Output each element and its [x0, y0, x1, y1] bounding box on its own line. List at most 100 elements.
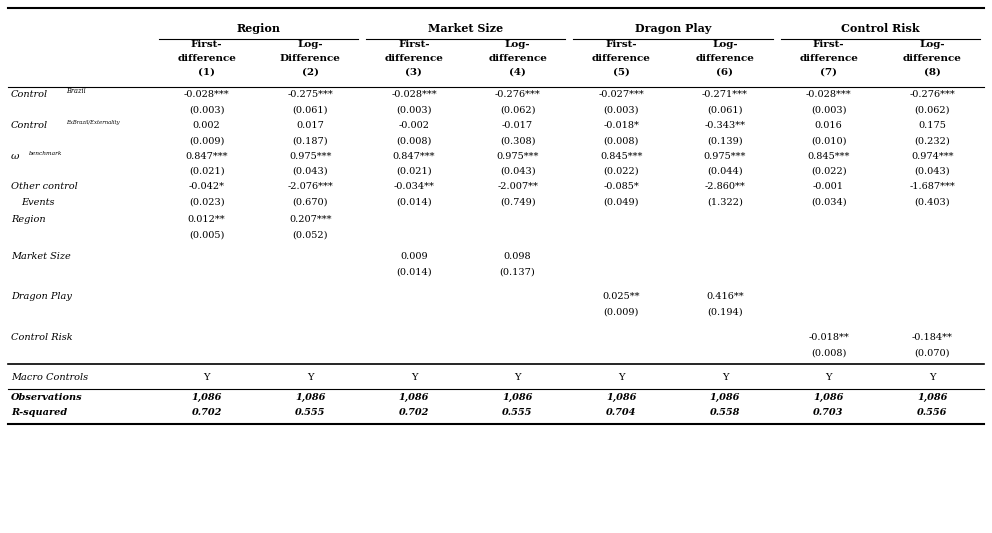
Text: 0.016: 0.016: [814, 120, 842, 130]
Text: -0.085*: -0.085*: [603, 182, 639, 191]
Text: 1,086: 1,086: [399, 393, 430, 402]
Text: Dragon Play: Dragon Play: [635, 23, 711, 34]
Text: -0.275***: -0.275***: [288, 90, 333, 99]
Text: Difference: Difference: [280, 54, 340, 62]
Text: Log-: Log-: [298, 40, 323, 49]
Text: (2): (2): [302, 68, 318, 76]
Text: (0.034): (0.034): [810, 198, 846, 207]
Text: (0.308): (0.308): [500, 136, 536, 145]
Text: (0.022): (0.022): [603, 167, 639, 176]
Text: (0.014): (0.014): [396, 198, 432, 207]
Text: (0.023): (0.023): [188, 198, 224, 207]
Text: (0.070): (0.070): [915, 348, 950, 357]
Text: 0.025**: 0.025**: [602, 292, 640, 301]
Text: -0.018*: -0.018*: [603, 120, 639, 130]
Text: Control: Control: [11, 90, 48, 99]
Text: (0.749): (0.749): [500, 198, 536, 207]
Text: 1,086: 1,086: [191, 393, 222, 402]
Text: (0.061): (0.061): [707, 105, 743, 114]
Text: ExBrazil/Externality: ExBrazil/Externality: [66, 120, 120, 125]
Text: (4): (4): [509, 68, 526, 76]
Text: (7): (7): [820, 68, 837, 76]
Text: 0.175: 0.175: [919, 120, 946, 130]
Text: (0.052): (0.052): [293, 231, 328, 240]
Text: 0.558: 0.558: [709, 408, 740, 417]
Text: Control Risk: Control Risk: [841, 23, 920, 34]
Text: -2.076***: -2.076***: [288, 182, 333, 191]
Text: First-: First-: [812, 40, 844, 49]
Text: (0.021): (0.021): [188, 167, 224, 176]
Text: difference: difference: [903, 54, 961, 62]
Text: Y: Y: [307, 373, 313, 382]
Text: -0.028***: -0.028***: [391, 90, 436, 99]
Text: Y: Y: [203, 373, 210, 382]
Text: Control Risk: Control Risk: [11, 333, 72, 342]
Text: 0.002: 0.002: [192, 120, 220, 130]
Text: (0.670): (0.670): [293, 198, 328, 207]
Text: 1,086: 1,086: [502, 393, 533, 402]
Text: 0.009: 0.009: [400, 252, 428, 261]
Text: (0.187): (0.187): [293, 136, 328, 145]
Text: ω: ω: [11, 151, 20, 160]
Text: 0.847***: 0.847***: [393, 151, 435, 160]
Text: (0.003): (0.003): [603, 105, 639, 114]
Text: Log-: Log-: [505, 40, 531, 49]
Text: Y: Y: [514, 373, 521, 382]
Text: Other control: Other control: [11, 182, 77, 191]
Text: 0.702: 0.702: [191, 408, 222, 417]
Text: Y: Y: [721, 373, 728, 382]
Text: (0.008): (0.008): [603, 136, 639, 145]
Text: -2.860**: -2.860**: [704, 182, 745, 191]
Text: 1,086: 1,086: [813, 393, 844, 402]
Text: Y: Y: [618, 373, 625, 382]
Text: First-: First-: [605, 40, 637, 49]
Text: 0.555: 0.555: [295, 408, 325, 417]
Text: 0.207***: 0.207***: [289, 215, 331, 224]
Text: Region: Region: [236, 23, 281, 34]
Text: (0.003): (0.003): [810, 105, 846, 114]
Text: First-: First-: [190, 40, 222, 49]
Text: -0.276***: -0.276***: [495, 90, 541, 99]
Text: 0.555: 0.555: [502, 408, 533, 417]
Text: First-: First-: [398, 40, 430, 49]
Text: 0.416**: 0.416**: [706, 292, 744, 301]
Text: Brazil: Brazil: [66, 87, 86, 95]
Text: (0.022): (0.022): [810, 167, 846, 176]
Text: (0.008): (0.008): [810, 348, 846, 357]
Text: 0.017: 0.017: [297, 120, 324, 130]
Text: 0.847***: 0.847***: [186, 151, 228, 160]
Text: (0.062): (0.062): [500, 105, 536, 114]
Text: 0.975***: 0.975***: [289, 151, 331, 160]
Text: 0.704: 0.704: [606, 408, 637, 417]
Text: (0.232): (0.232): [915, 136, 950, 145]
Text: 0.703: 0.703: [813, 408, 844, 417]
Text: (0.003): (0.003): [188, 105, 224, 114]
Text: -0.001: -0.001: [813, 182, 844, 191]
Text: (0.137): (0.137): [500, 267, 536, 276]
Text: (1.322): (1.322): [707, 198, 743, 207]
Text: (0.043): (0.043): [500, 167, 536, 176]
Text: 1,086: 1,086: [295, 393, 325, 402]
Text: (0.014): (0.014): [396, 267, 432, 276]
Text: -0.034**: -0.034**: [394, 182, 434, 191]
Text: Market Size: Market Size: [11, 252, 70, 261]
Text: 0.098: 0.098: [504, 252, 532, 261]
Text: -0.002: -0.002: [399, 120, 430, 130]
Text: -0.028***: -0.028***: [806, 90, 851, 99]
Text: difference: difference: [178, 54, 236, 62]
Text: (0.062): (0.062): [915, 105, 950, 114]
Text: (0.009): (0.009): [603, 308, 639, 317]
Text: (0.008): (0.008): [396, 136, 432, 145]
Text: -0.027***: -0.027***: [598, 90, 644, 99]
Text: (0.043): (0.043): [293, 167, 328, 176]
Text: Y: Y: [929, 373, 935, 382]
Text: (0.049): (0.049): [603, 198, 639, 207]
Text: (1): (1): [198, 68, 215, 76]
Text: (0.003): (0.003): [396, 105, 432, 114]
Text: Events: Events: [21, 198, 55, 207]
Text: 0.975***: 0.975***: [703, 151, 746, 160]
Text: difference: difference: [385, 54, 443, 62]
Text: -0.184**: -0.184**: [912, 333, 952, 342]
Text: (0.139): (0.139): [707, 136, 743, 145]
Text: -0.017: -0.017: [502, 120, 533, 130]
